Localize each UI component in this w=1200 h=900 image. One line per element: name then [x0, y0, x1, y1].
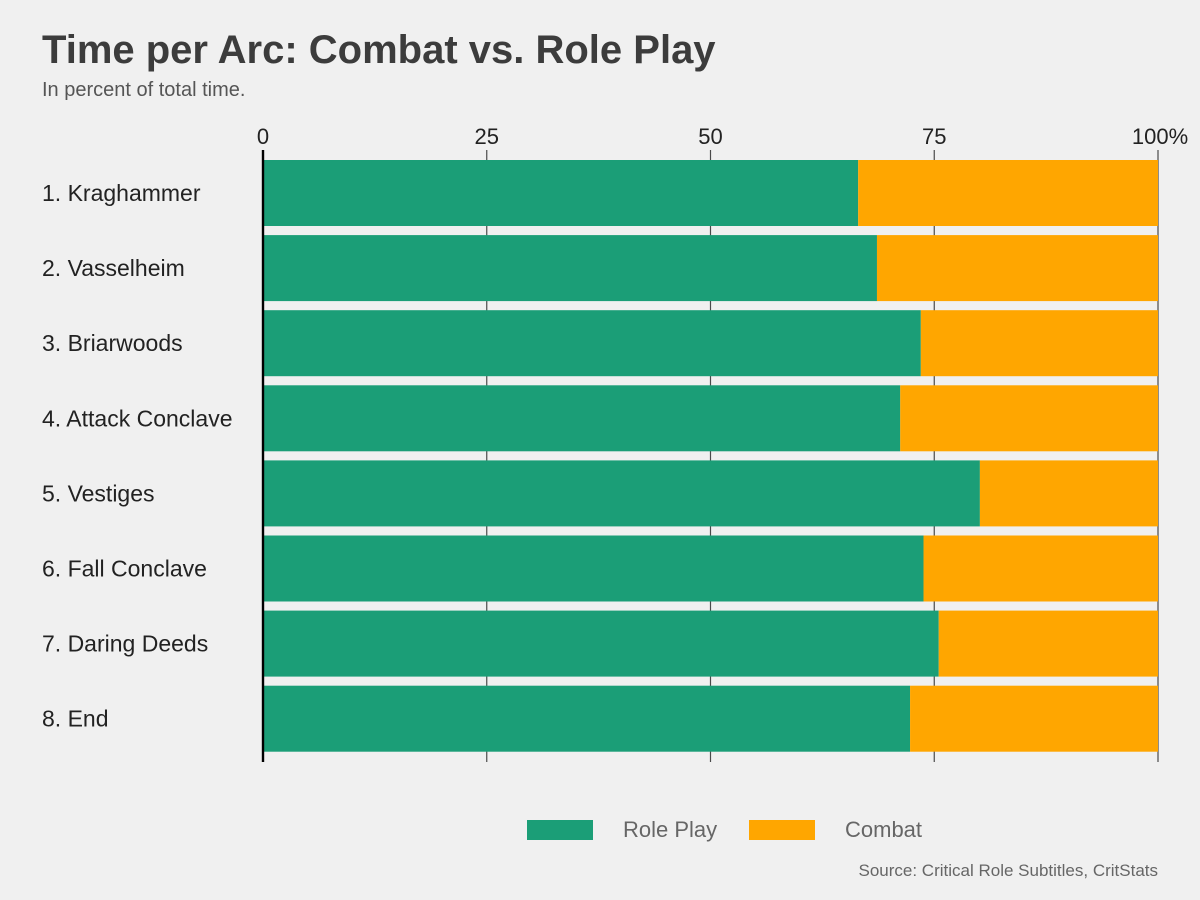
- chart-subtitle: In percent of total time.: [42, 79, 246, 101]
- x-tick-label: 25: [475, 124, 499, 149]
- bar-role-play: [263, 385, 901, 452]
- category-label: 1. Kraghammer: [42, 180, 201, 206]
- bar-role-play: [263, 460, 980, 527]
- legend-swatch: [527, 820, 593, 840]
- x-tick-label: 50: [698, 124, 722, 149]
- bar-combat: [938, 610, 1158, 677]
- bar-combat: [900, 385, 1158, 452]
- bar-role-play: [263, 610, 939, 677]
- category-label: 7. Daring Deeds: [42, 631, 208, 657]
- bar-combat: [920, 310, 1158, 377]
- x-tick-label: 75: [922, 124, 946, 149]
- category-label: 5. Vestiges: [42, 480, 155, 506]
- bar-combat: [923, 535, 1158, 602]
- category-label: 6. Fall Conclave: [42, 556, 207, 582]
- legend-swatch: [749, 820, 815, 840]
- bar-combat: [876, 235, 1158, 302]
- x-tick-label: 0: [257, 124, 269, 149]
- bar-role-play: [263, 310, 921, 377]
- legend-label: Combat: [845, 817, 922, 842]
- bar-combat: [910, 685, 1158, 752]
- category-label: 4. Attack Conclave: [42, 405, 233, 431]
- bar-role-play: [263, 160, 859, 226]
- chart-title: Time per Arc: Combat vs. Role Play: [42, 28, 716, 72]
- category-label: 8. End: [42, 706, 109, 732]
- bar-role-play: [263, 685, 911, 752]
- bar-combat: [979, 460, 1158, 527]
- category-label: 3. Briarwoods: [42, 330, 183, 356]
- bar-role-play: [263, 535, 924, 602]
- category-label: 2. Vasselheim: [42, 255, 185, 281]
- legend-label: Role Play: [623, 817, 717, 842]
- x-tick-label: 100%: [1132, 124, 1188, 149]
- source-note: Source: Critical Role Subtitles, CritSta…: [858, 861, 1159, 880]
- bar-role-play: [263, 235, 877, 302]
- bar-combat: [858, 160, 1158, 226]
